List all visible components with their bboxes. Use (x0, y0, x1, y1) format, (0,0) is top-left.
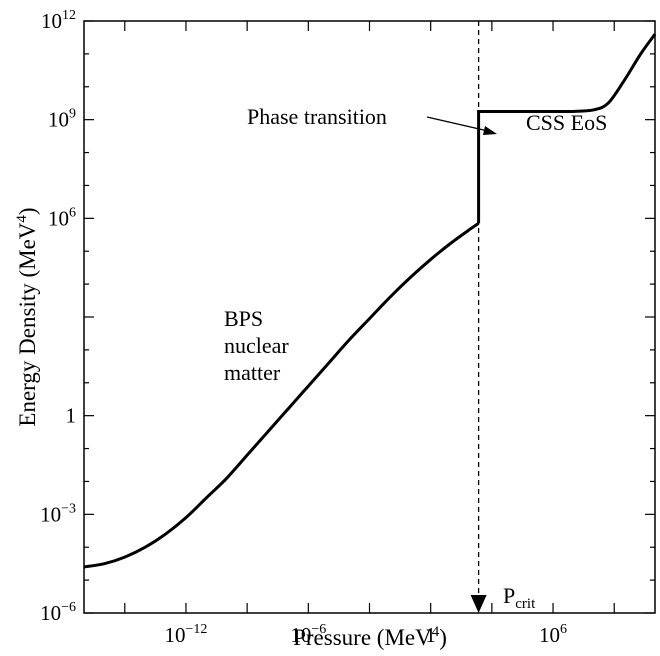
bps-label-line3: matter (224, 360, 281, 385)
y-tick-base: 10 (40, 601, 61, 625)
p-crit-sub: crit (515, 596, 536, 612)
x-tick-base: 10 (290, 623, 311, 647)
x-tick-label: 10−6 (290, 622, 326, 647)
x-tick-exp: −12 (186, 622, 208, 637)
x-tick-base: 10 (539, 623, 560, 647)
y-tick-label: 1 (66, 404, 77, 428)
x-tick-exp: 6 (560, 622, 567, 637)
x-axis-label: Pressure (MeV4) (293, 624, 447, 650)
y-tick-label: 1012 (41, 8, 76, 33)
y-tick-exp: −6 (61, 600, 76, 615)
series-css-line (477, 33, 657, 224)
y-tick-label: 10−6 (40, 600, 76, 625)
x-tick-label: 106 (539, 622, 567, 647)
x-axis-label-tail: ) (439, 625, 447, 650)
y-tick-base: 10 (48, 108, 69, 132)
y-tick-label: 106 (48, 205, 76, 230)
y-tick-exp: 6 (69, 205, 76, 220)
y-tick-base: 10 (48, 206, 69, 230)
x-tick-base: 1 (425, 623, 436, 647)
y-tick-base: 10 (41, 9, 62, 33)
y-axis-label-tail: ) (15, 207, 40, 215)
bps-label-line1: BPS (224, 306, 263, 331)
y-tick-label: 109 (48, 107, 76, 132)
y-axis-label-sup: 4 (14, 215, 30, 223)
series-bps-line (83, 222, 480, 569)
axis-ticks (84, 20, 655, 614)
x-tick-label: 10−12 (165, 622, 208, 647)
y-tick-exp: 12 (62, 8, 76, 23)
p-crit-arrow-icon (470, 595, 487, 613)
y-tick-base: 10 (40, 502, 61, 526)
y-axis-label: Energy Density (MeV4) (14, 207, 40, 426)
x-axis-label-main: Pressure (MeV (293, 625, 432, 650)
p-crit-main: P (503, 583, 515, 608)
y-axis-label-main: Energy Density (MeV (15, 222, 40, 426)
bps-label-line2: nuclear (224, 333, 289, 358)
phase-transition-arrow-line (426, 116, 489, 132)
x-tick-label: 1 (425, 623, 436, 647)
y-tick-base: 1 (66, 404, 77, 428)
phase-transition-label: Phase transition (247, 104, 387, 129)
y-tick-label: 10−3 (40, 501, 76, 526)
css-eos-label: CSS EoS (526, 110, 607, 135)
phase-transition-arrow-icon (483, 126, 497, 135)
y-tick-exp: −3 (61, 501, 76, 516)
y-tick-exp: 9 (69, 107, 76, 122)
x-tick-exp: −6 (311, 622, 326, 637)
x-tick-labels: 10−12 10−6 1 106 (165, 622, 568, 647)
x-tick-base: 10 (165, 623, 186, 647)
p-crit-label: Pcrit (503, 583, 536, 612)
x-axis-label-sup: 4 (432, 624, 440, 640)
